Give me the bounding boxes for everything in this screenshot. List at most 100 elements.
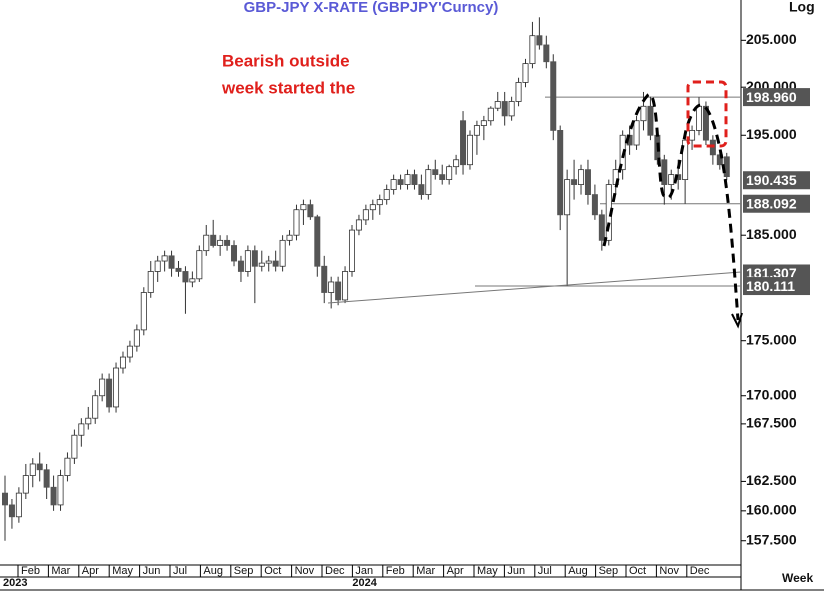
candle-body xyxy=(453,159,460,168)
x-tick-label: Sep xyxy=(234,565,254,577)
candle-body xyxy=(22,475,29,494)
x-tick-label: Apr xyxy=(447,565,464,577)
candle-body xyxy=(515,82,522,102)
price-label-box xyxy=(743,171,810,190)
candle-body xyxy=(119,356,126,369)
candle-body xyxy=(78,423,85,436)
candle-body xyxy=(501,101,508,117)
candle-body xyxy=(92,395,99,419)
candle-body xyxy=(480,120,487,126)
x-tick-label: May xyxy=(112,565,133,577)
candle-body xyxy=(376,199,383,206)
candle-body xyxy=(175,267,182,272)
candle-body xyxy=(314,216,321,267)
x-tick-label: Feb xyxy=(21,565,40,577)
candle-body xyxy=(362,209,369,221)
x-tick-label: Jul xyxy=(538,565,552,577)
x-tick-label: Jun xyxy=(507,565,525,577)
x-tick-label: Mar xyxy=(416,565,435,577)
y-tick-label: 195.000 xyxy=(746,126,797,142)
candle-body xyxy=(564,179,571,216)
candle-body xyxy=(397,179,404,185)
candle-body xyxy=(425,169,432,195)
candle-body xyxy=(258,262,265,267)
candle-body xyxy=(286,234,293,241)
plot-area xyxy=(2,17,741,541)
candle-body xyxy=(300,204,307,211)
candle-body xyxy=(64,457,71,476)
x-tick-label: Mar xyxy=(51,565,70,577)
candle-body xyxy=(550,61,557,131)
x-tick-label: Jan xyxy=(355,565,373,577)
candle-body xyxy=(154,260,161,272)
x-tick-label: Aug xyxy=(568,565,588,577)
candle-body xyxy=(439,174,446,180)
candle-body xyxy=(189,278,196,283)
candle-body xyxy=(383,189,390,201)
price-label: 190.435 xyxy=(746,172,797,188)
candle-body xyxy=(487,107,494,122)
candle-body xyxy=(418,184,425,195)
candle-body xyxy=(307,204,314,218)
candle-body xyxy=(682,139,689,180)
candle-body xyxy=(265,260,272,264)
candle-body xyxy=(557,130,564,216)
candle-body xyxy=(328,281,335,293)
candle-body xyxy=(279,239,286,267)
candle-body xyxy=(369,204,376,211)
price-label-box xyxy=(743,88,810,107)
candle-body xyxy=(196,250,203,280)
highlight-box xyxy=(686,80,728,148)
candle-body xyxy=(661,159,668,185)
candle-body xyxy=(460,120,467,166)
candle-body xyxy=(50,486,57,506)
candle-body xyxy=(99,378,106,397)
x-tick-label: Dec xyxy=(690,565,710,577)
candle-body xyxy=(348,229,355,272)
candle-body xyxy=(404,174,411,185)
candle-body xyxy=(57,475,64,506)
x-tick-label: Oct xyxy=(629,565,646,577)
candle-body xyxy=(231,245,238,262)
candle-body xyxy=(668,174,675,185)
candle-body xyxy=(522,63,529,83)
chart-title: GBP-JPY X-RATE (GBPJPY'Curncy) xyxy=(244,0,499,16)
candle-body xyxy=(494,101,501,109)
candle-body xyxy=(578,169,585,185)
x-tick-label: Jun xyxy=(143,565,161,577)
candle-body xyxy=(689,130,696,141)
candle-body xyxy=(203,234,210,252)
candle-body xyxy=(126,345,133,358)
candle-body xyxy=(466,134,473,166)
candle-body xyxy=(571,179,578,185)
year-label: 2023 xyxy=(3,577,27,589)
x-tick-label: Jul xyxy=(173,565,187,577)
candle-body xyxy=(140,292,147,331)
candle-body xyxy=(321,265,328,293)
x-tick-label: Oct xyxy=(264,565,281,577)
arrow-head xyxy=(731,312,743,329)
trendline xyxy=(327,271,742,304)
candle-body xyxy=(147,271,154,293)
x-tick-label: May xyxy=(477,565,498,577)
candle-body xyxy=(182,271,189,283)
x-tick-label: Sep xyxy=(599,565,619,577)
candle-body xyxy=(272,260,279,267)
y-tick-label: 175.000 xyxy=(746,331,797,347)
candle-body xyxy=(71,434,78,459)
x-tick-label: Feb xyxy=(386,565,405,577)
x-tick-label: Dec xyxy=(325,565,345,577)
candle-body xyxy=(293,209,300,236)
candle-body xyxy=(217,239,224,246)
candle-body xyxy=(640,105,647,122)
y-tick-label: 205.000 xyxy=(746,31,797,47)
candle-body xyxy=(411,174,418,185)
y-tick-label: 185.000 xyxy=(746,226,797,242)
candle-body xyxy=(8,504,15,518)
candle-body xyxy=(2,492,8,506)
candle-body xyxy=(508,101,515,117)
candle-body xyxy=(210,234,217,246)
candle-body xyxy=(536,35,543,46)
candle-body xyxy=(15,492,22,518)
